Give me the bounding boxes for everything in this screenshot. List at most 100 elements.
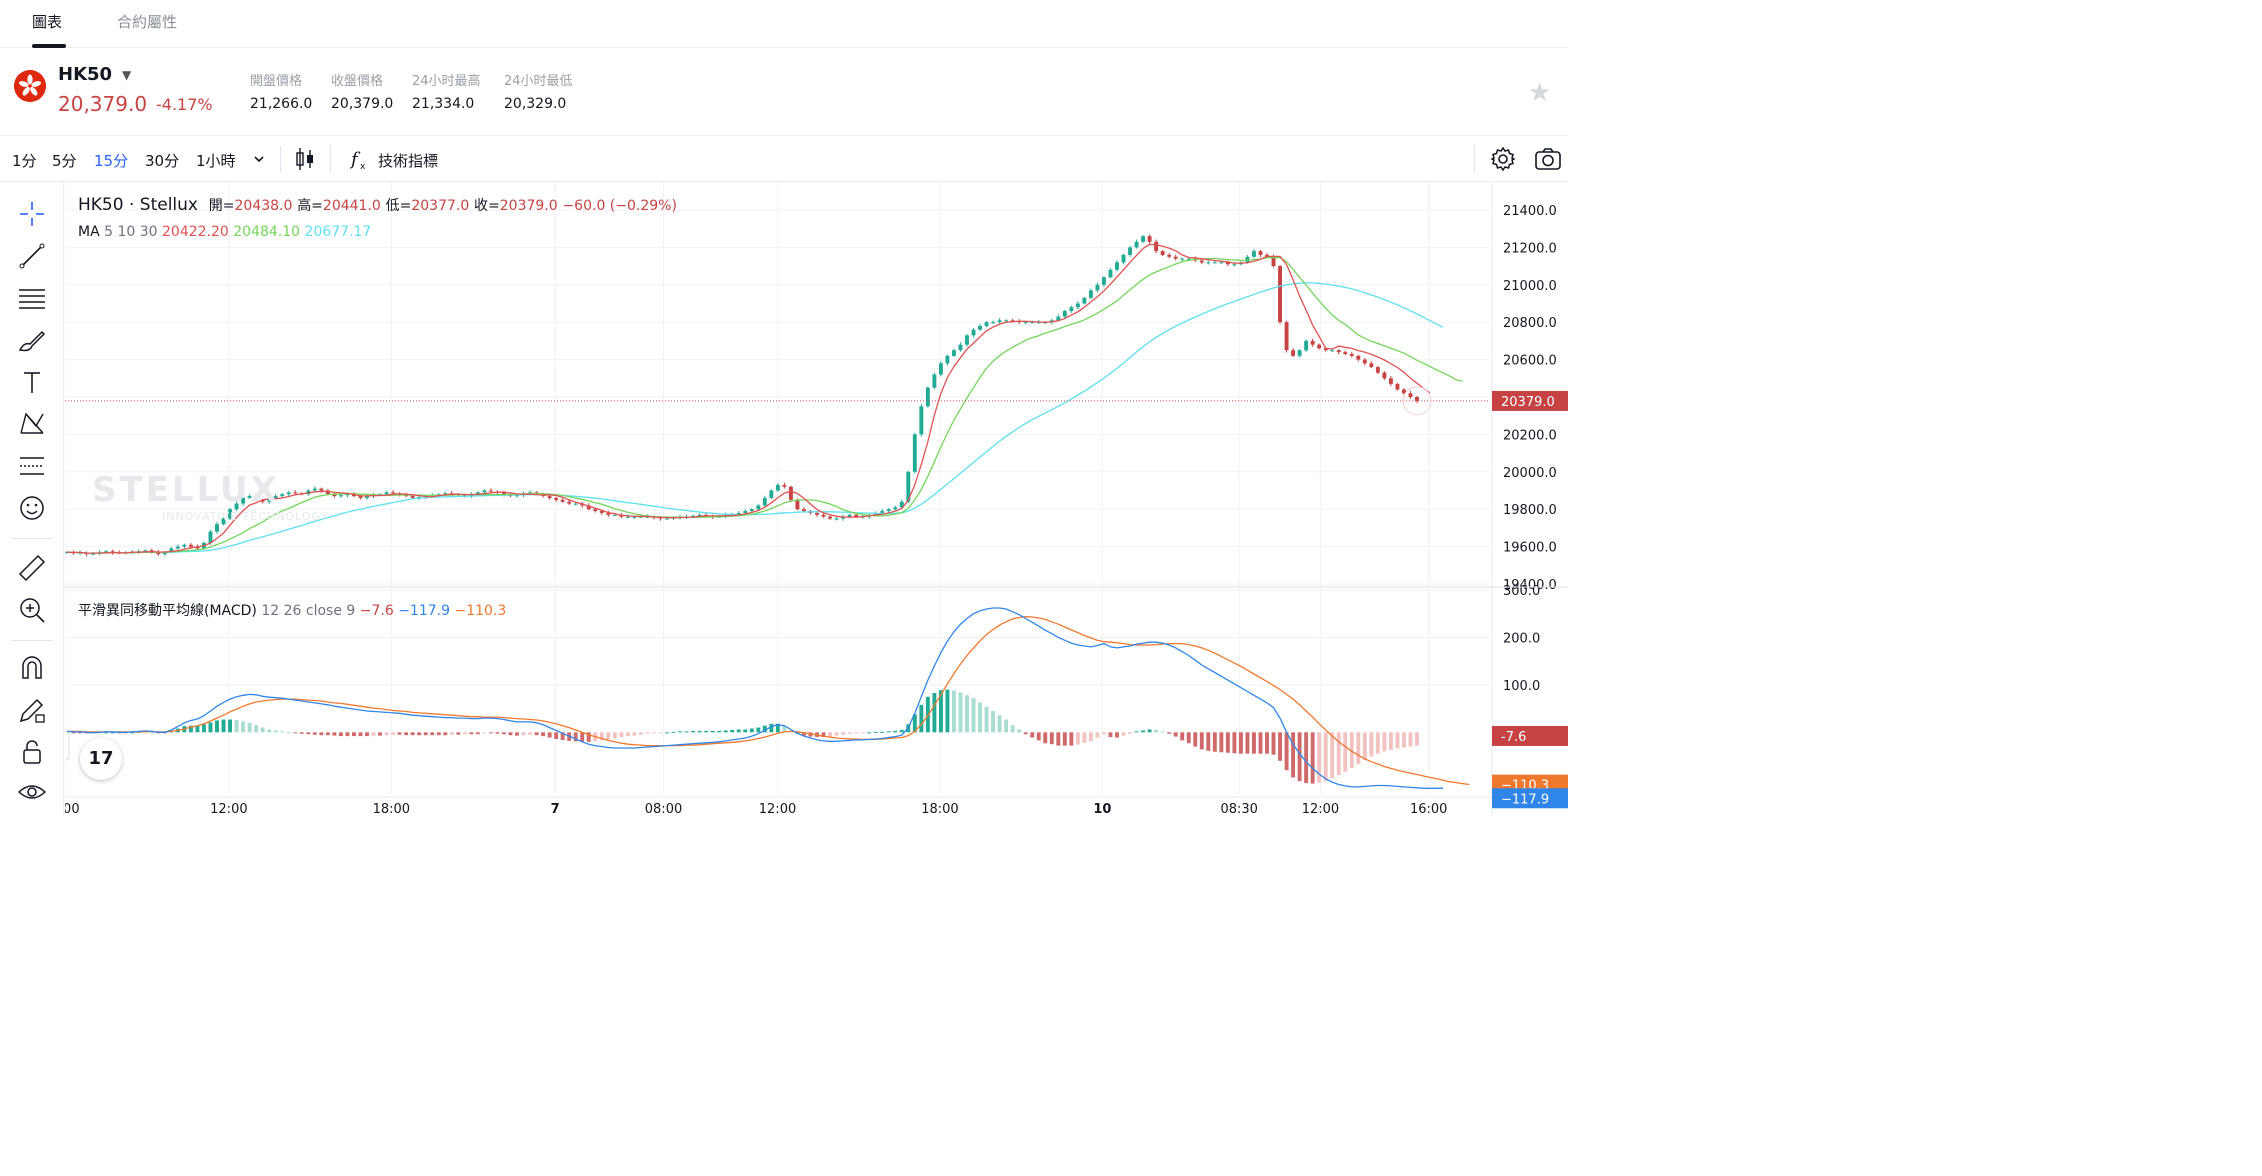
macd-histogram-bar (938, 690, 943, 733)
macd-line-value: −117.9 (398, 603, 451, 619)
favorite-star-icon[interactable]: ★ (1528, 78, 1552, 108)
draw-lock-pencil-icon[interactable] (16, 694, 48, 726)
candle-body (1375, 367, 1380, 373)
timeframe-15m[interactable]: 15分 (94, 152, 129, 170)
macd-axis-value-text: −117.9 (1501, 792, 1549, 807)
stat-high: 24小时最高 21,334.0 (412, 70, 481, 112)
macd-histogram-bar (404, 732, 409, 736)
candle-body (241, 497, 246, 504)
timeframe-30m[interactable]: 30分 (145, 152, 180, 170)
macd-histogram-bar (443, 732, 448, 736)
macd-histogram-bar (1330, 732, 1335, 779)
tab-chart[interactable]: 圖表 (32, 13, 63, 31)
macd-histogram-bar (234, 719, 239, 733)
last-price: 20,379.0 (58, 92, 148, 116)
brush-icon[interactable] (16, 324, 48, 356)
macd-histogram-bar (847, 732, 852, 734)
text-tool-icon[interactable] (16, 366, 48, 398)
zoom-in-icon[interactable] (16, 594, 48, 626)
candle-body (1310, 340, 1315, 345)
macd-histogram-bar (1278, 732, 1282, 761)
price-tick-label: 19800.0 (1503, 503, 1557, 518)
fib-levels-icon[interactable] (16, 450, 48, 482)
low-key: 低= (385, 198, 412, 214)
pane-collapse-handle[interactable] (65, 731, 70, 761)
candle-body (802, 509, 806, 512)
timeframe-1m[interactable]: 1分 (12, 152, 37, 170)
open-value: 20438.0 (234, 198, 293, 214)
candle-body (1369, 363, 1374, 368)
crosshair-icon[interactable] (16, 198, 48, 230)
price-tick-label: 19400.0 (1503, 578, 1557, 593)
candle-body (1095, 284, 1100, 291)
candle-body (502, 492, 506, 495)
indicators-button[interactable]: 技術指標 (378, 152, 439, 170)
timeframe-5m[interactable]: 5分 (52, 152, 77, 170)
function-fx-icon[interactable]: f x (350, 146, 372, 172)
candle-body (162, 552, 167, 555)
high-key: 高= (297, 198, 323, 214)
macd-histogram-bar (1075, 732, 1080, 745)
macd-histogram-bar (899, 729, 904, 733)
candle-body (1330, 350, 1335, 352)
macd-histogram-bar (1336, 732, 1341, 776)
candle-body (182, 544, 187, 547)
candle-body (352, 494, 356, 497)
macd-histogram-bar (1108, 732, 1113, 738)
symbol-name[interactable]: HK50 (58, 64, 113, 85)
chart-canvas[interactable]: 21400.021200.021000.020800.020600.020400… (65, 182, 1568, 815)
high-value: 20441.0 (322, 198, 381, 214)
magnet-icon[interactable] (16, 652, 48, 684)
trend-line-icon[interactable] (16, 240, 48, 272)
symbol-dropdown-caret-icon[interactable]: ▼ (122, 68, 132, 82)
price-tick-label: 21000.0 (1503, 279, 1557, 294)
candlestick-chart-type-icon[interactable] (294, 146, 316, 172)
candle-body (834, 518, 839, 520)
close-key: 收= (474, 198, 500, 214)
candle-body (632, 516, 637, 518)
candle-body (1317, 344, 1322, 349)
macd-histogram-bar (423, 732, 428, 736)
macd-histogram-bar (410, 732, 415, 736)
timeframe-1h[interactable]: 1小時 (196, 152, 236, 170)
macd-histogram-bar (1017, 729, 1022, 733)
macd-histogram-bar (221, 719, 226, 733)
candle-body (488, 490, 493, 492)
camera-screenshot-icon[interactable] (1534, 146, 1562, 172)
lock-icon[interactable] (16, 736, 48, 768)
price-tick-label: 20000.0 (1503, 466, 1557, 481)
macd-histogram-bar (273, 730, 278, 733)
macd-histogram-bar (1304, 732, 1309, 784)
timeframe-chevron-down-icon[interactable] (252, 152, 266, 166)
macd-histogram-bar (306, 732, 311, 735)
macd-histogram-bar (475, 732, 480, 735)
macd-histogram-bar (515, 732, 519, 736)
candle-body (1062, 310, 1067, 317)
candle-body (984, 322, 989, 326)
candle-body (625, 516, 630, 518)
pattern-tool-icon[interactable] (16, 408, 48, 440)
tradingview-logo[interactable]: 17 (80, 738, 122, 780)
drawing-tools-sidebar (0, 182, 64, 815)
macd-histogram-bar (488, 732, 493, 734)
ruler-measure-icon[interactable] (16, 552, 48, 584)
candle-body (691, 515, 696, 517)
macd-histogram-bar (1121, 732, 1126, 736)
candle-body (1102, 277, 1106, 285)
eye-visibility-icon[interactable] (16, 776, 48, 808)
candle-body (1036, 322, 1041, 324)
macd-histogram-bar (1043, 732, 1048, 744)
macd-hist-value: −7.6 (359, 603, 394, 619)
macd-histogram-bar (1186, 732, 1191, 744)
macd-histogram-bar (554, 732, 559, 739)
parallel-lines-icon[interactable] (16, 282, 48, 314)
macd-histogram-bar (645, 732, 650, 734)
macd-histogram-bar (508, 732, 513, 736)
candle-body (1304, 340, 1309, 351)
settings-gear-icon[interactable] (1490, 146, 1516, 172)
tab-contract-properties[interactable]: 合約屬性 (117, 13, 178, 31)
macd-histogram-bar (723, 730, 728, 733)
emoji-sticker-icon[interactable] (16, 492, 48, 524)
macd-histogram-bar (110, 732, 115, 734)
macd-histogram-bar (841, 732, 846, 735)
